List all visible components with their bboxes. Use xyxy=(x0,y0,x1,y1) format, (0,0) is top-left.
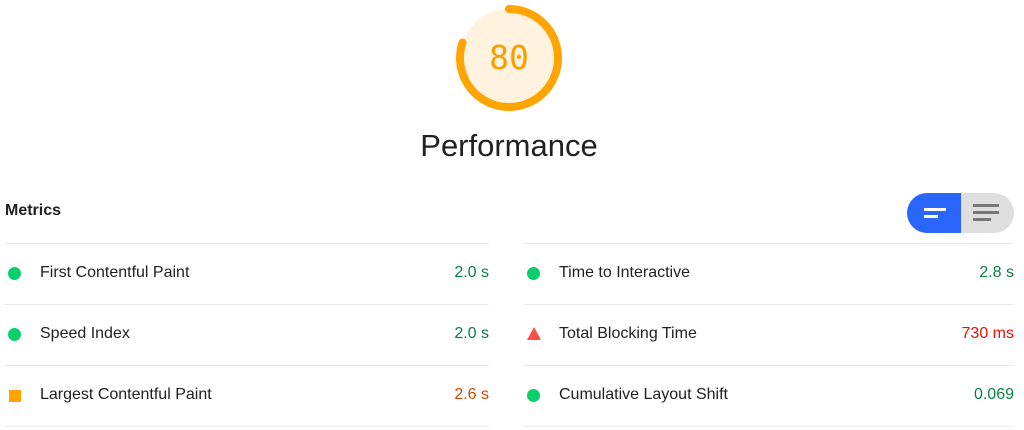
metric-row: Largest Contentful Paint 2.6 s xyxy=(5,365,489,427)
metric-row: Speed Index 2.0 s xyxy=(5,304,489,365)
pass-circle-icon xyxy=(527,267,540,280)
category-title: Performance xyxy=(420,128,598,163)
metric-name: Total Blocking Time xyxy=(559,325,697,342)
metric-name: Cumulative Layout Shift xyxy=(559,386,728,403)
metric-value: 2.6 s xyxy=(454,386,489,403)
metric-row: Cumulative Layout Shift 0.069 xyxy=(524,365,1014,427)
metric-name: Largest Contentful Paint xyxy=(40,386,212,403)
metrics-column-left: First Contentful Paint 2.0 s Speed Index… xyxy=(5,243,489,427)
metric-value: 0.069 xyxy=(973,386,1014,403)
gauge-ring xyxy=(456,5,562,111)
metric-row: Total Blocking Time 730 ms xyxy=(524,304,1014,365)
average-square-icon xyxy=(9,390,21,402)
performance-score: 80 xyxy=(489,38,529,77)
metric-name: Speed Index xyxy=(40,325,130,342)
metric-value: 2.0 s xyxy=(454,264,489,281)
metric-name: First Contentful Paint xyxy=(40,264,190,281)
metric-name: Time to Interactive xyxy=(559,264,691,281)
metrics-view-toggle[interactable] xyxy=(907,193,1014,233)
metric-value: 2.0 s xyxy=(454,325,489,342)
fail-triangle-icon xyxy=(527,327,541,340)
metric-value: 2.8 s xyxy=(979,264,1014,281)
expanded-view-button[interactable] xyxy=(961,193,1014,233)
pass-circle-icon xyxy=(8,267,21,280)
metric-row: Time to Interactive 2.8 s xyxy=(524,243,1014,304)
compact-view-button[interactable] xyxy=(907,193,961,233)
performance-score-gauge[interactable]: 80 xyxy=(455,4,563,112)
pass-circle-icon xyxy=(8,328,21,341)
metric-row: First Contentful Paint 2.0 s xyxy=(5,243,489,304)
metric-value: 730 ms xyxy=(961,325,1014,342)
metrics-column-right: Time to Interactive 2.8 s Total Blocking… xyxy=(524,243,1014,427)
metrics-heading: Metrics xyxy=(5,202,62,219)
pass-circle-icon xyxy=(527,389,540,402)
